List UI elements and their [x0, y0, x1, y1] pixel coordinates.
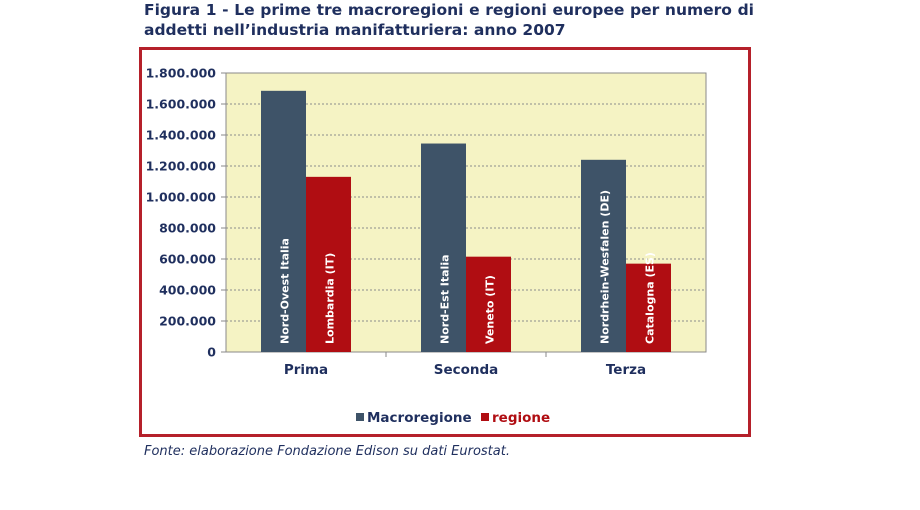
bar-label: Lombardia (IT)	[324, 253, 337, 344]
legend-label: regione	[492, 410, 550, 426]
bar	[421, 143, 466, 352]
bar-label: Nord-Est Italia	[439, 254, 452, 344]
bar-label: Veneto (IT)	[484, 275, 497, 344]
bar	[261, 90, 306, 352]
x-tick-label: Seconda	[434, 362, 499, 378]
y-tick-label: 0	[207, 345, 216, 360]
x-tick-label: Prima	[284, 362, 328, 378]
y-tick-label: 200.000	[159, 314, 216, 329]
bar	[581, 159, 626, 352]
y-tick-label: 1.200.000	[146, 159, 217, 174]
y-tick-label: 1.800.000	[146, 66, 217, 81]
y-tick-label: 1.000.000	[146, 190, 217, 205]
chart-frame: 0 200.000 400.000 600.000 800.000 1.000.000 1.…	[139, 47, 751, 437]
y-tick-label: 600.000	[159, 252, 216, 267]
y-tick-label: 1.600.000	[146, 97, 217, 112]
bar	[306, 176, 351, 352]
bar-label: Nordrhein-Wesfalen (DE)	[599, 190, 612, 344]
x-tick-label: Terza	[606, 362, 646, 378]
y-tick-label: 1.400.000	[146, 128, 217, 143]
legend-swatch	[356, 413, 364, 421]
y-tick-label: 400.000	[159, 283, 216, 298]
figure-title: Figura 1 - Le prime tre macroregioni e r…	[144, 1, 754, 39]
bar	[626, 263, 671, 352]
y-tick-label: 800.000	[159, 221, 216, 236]
legend-label: Macroregione	[367, 410, 472, 426]
bar	[466, 256, 511, 352]
legend-swatch	[481, 413, 489, 421]
figure-source: Fonte: elaborazione Fondazione Edison su…	[144, 444, 510, 459]
bar-label: Nord-Ovest Italia	[279, 238, 292, 344]
bar-label: Catalogna (ES)	[644, 252, 657, 344]
bar-chart: 0 200.000 400.000 600.000 800.000 1.000.000 1.…	[146, 66, 707, 426]
